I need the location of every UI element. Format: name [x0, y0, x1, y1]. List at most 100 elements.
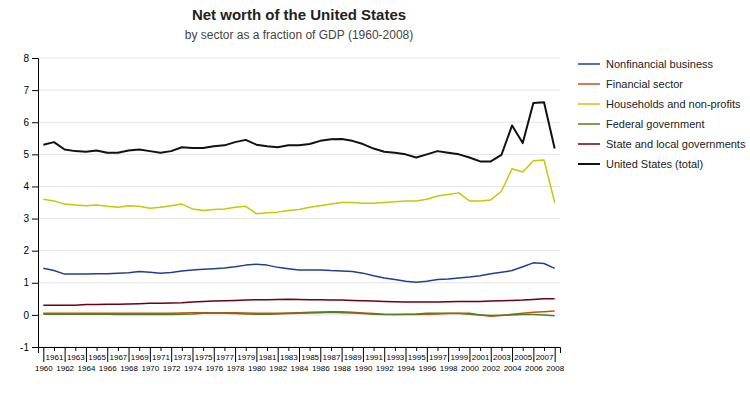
- x-tick-mark: [363, 347, 364, 362]
- series-line: [43, 311, 554, 316]
- x-tick-label: 2006: [525, 364, 543, 373]
- x-tick: 2003: [493, 347, 511, 362]
- y-tick: 3: [23, 213, 38, 224]
- x-tick-label: 2007: [536, 353, 554, 362]
- y-tick: 2: [23, 245, 38, 256]
- series-line: [43, 160, 554, 214]
- x-tick-label: 1970: [141, 364, 159, 373]
- x-tick-label: 2002: [482, 364, 500, 373]
- x-tick: 1971: [152, 347, 170, 362]
- y-tick-mark: [32, 186, 38, 187]
- y-tick-mark: [32, 251, 38, 252]
- x-tick: 2007: [536, 347, 554, 362]
- y-tick: 8: [23, 53, 38, 64]
- grid-line: [38, 218, 560, 219]
- legend-swatch: [578, 163, 600, 165]
- x-tick-label: 1969: [131, 353, 149, 362]
- y-tick-label: 5: [23, 149, 29, 160]
- y-tick-mark: [32, 283, 38, 284]
- x-tick-label: 1971: [152, 353, 170, 362]
- x-tick-label: 2004: [504, 364, 522, 373]
- x-tick-mark: [299, 347, 300, 362]
- x-tick-mark: [384, 347, 385, 362]
- y-tick-label: 4: [23, 181, 29, 192]
- x-tick-label: 2001: [472, 353, 490, 362]
- x-tick-mark: [214, 347, 215, 362]
- x-tick-mark: [65, 347, 66, 362]
- x-tick: 1997: [429, 347, 447, 362]
- x-tick-mark: [86, 347, 87, 362]
- series-line: [43, 263, 554, 282]
- x-tick-mark: [161, 347, 162, 351]
- x-tick-label: 1987: [323, 353, 341, 362]
- x-tick-label: 1991: [365, 353, 383, 362]
- x-tick: 1981: [259, 347, 277, 362]
- x-tick-mark: [224, 347, 225, 351]
- x-tick-mark: [501, 347, 502, 351]
- x-tick-mark: [182, 347, 183, 351]
- x-tick-mark: [491, 347, 492, 362]
- x-tick-mark: [480, 347, 481, 351]
- y-tick-label: 6: [23, 117, 29, 128]
- x-tick-mark: [310, 347, 311, 351]
- x-tick: 1999: [450, 347, 468, 362]
- legend-swatch: [578, 103, 600, 105]
- y-tick-label: 2: [23, 245, 29, 256]
- x-tick: 1985: [301, 347, 319, 362]
- x-tick-mark: [150, 347, 151, 362]
- legend-label: Federal government: [606, 118, 704, 130]
- legend-swatch: [578, 123, 600, 125]
- subtitle: by sector as a fraction of GDP (1960-200…: [185, 28, 414, 42]
- x-tick-mark: [406, 347, 407, 362]
- y-tick-label: 7: [23, 85, 29, 96]
- x-tick-label: 2005: [514, 353, 532, 362]
- x-tick: 2005: [514, 347, 532, 362]
- x-tick-label: 1998: [440, 364, 458, 373]
- x-tick-label: 1997: [429, 353, 447, 362]
- x-tick: 1975: [195, 347, 213, 362]
- legend-item: Households and non-profits: [578, 98, 741, 110]
- grid-line: [38, 154, 560, 155]
- x-tick-mark: [331, 347, 332, 351]
- y-tick-label: 3: [23, 213, 29, 224]
- x-tick-label: 1979: [237, 353, 255, 362]
- legend-swatch: [578, 63, 600, 65]
- grid-line: [38, 58, 560, 59]
- grid-line: [38, 282, 560, 283]
- grid-line: [38, 250, 560, 251]
- x-tick-mark: [118, 347, 119, 351]
- y-tick-mark: [32, 90, 38, 91]
- y-tick-mark: [32, 154, 38, 155]
- y-axis-line: [32, 59, 39, 348]
- x-tick-mark: [267, 347, 268, 351]
- x-tick-label: 1972: [163, 364, 181, 373]
- x-tick-mark: [469, 347, 470, 362]
- y-tick-mark: [32, 122, 38, 123]
- x-tick-mark: [523, 347, 524, 351]
- legend-item: Federal government: [578, 118, 704, 130]
- x-tick-label: 1984: [291, 364, 309, 373]
- x-tick-label: 1965: [88, 353, 106, 362]
- x-tick: 1965: [88, 347, 106, 362]
- x-tick-label: 1964: [78, 364, 96, 373]
- y-tick-label: 1: [23, 277, 29, 288]
- x-tick-label: 1978: [227, 364, 245, 373]
- grid-line: [38, 90, 560, 91]
- x-tick: 1991: [365, 347, 383, 362]
- x-tick-label: 1961: [46, 353, 64, 362]
- x-tick-mark: [427, 347, 428, 362]
- x-tick-mark: [129, 347, 130, 362]
- x-tick-label: 1993: [386, 353, 404, 362]
- x-tick: 2008: [546, 347, 564, 373]
- x-tick-mark: [107, 347, 108, 362]
- x-tick-mark: [555, 347, 556, 362]
- x-tick: 1983: [280, 347, 298, 362]
- x-tick-mark: [374, 347, 375, 351]
- x-tick: 1969: [131, 347, 149, 362]
- legend-item: Financial sector: [578, 78, 683, 90]
- legend-item: United States (total): [578, 158, 703, 170]
- x-tick-label: 1983: [280, 353, 298, 362]
- x-tick-label: 1995: [408, 353, 426, 362]
- x-tick-mark: [416, 347, 417, 351]
- x-tick-label: 1963: [67, 353, 85, 362]
